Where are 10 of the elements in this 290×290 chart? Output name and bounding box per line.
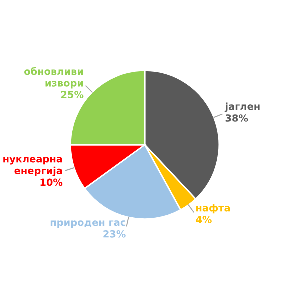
- data-label: 4%: [196, 216, 212, 224]
- slice-label: обновливи извори: [24, 67, 84, 89]
- data-label: 10%: [40, 178, 63, 186]
- slice-label: јаглен: [224, 102, 260, 112]
- data-label: 25%: [62, 91, 84, 98]
- data-label: 23%: [104, 230, 126, 238]
- data-label: 38%: [226, 114, 248, 122]
- slice-label: нуклеарна енергија: [4, 157, 62, 176]
- slice-label: природен гас: [50, 220, 126, 228]
- slice-label: нафта: [196, 204, 230, 214]
